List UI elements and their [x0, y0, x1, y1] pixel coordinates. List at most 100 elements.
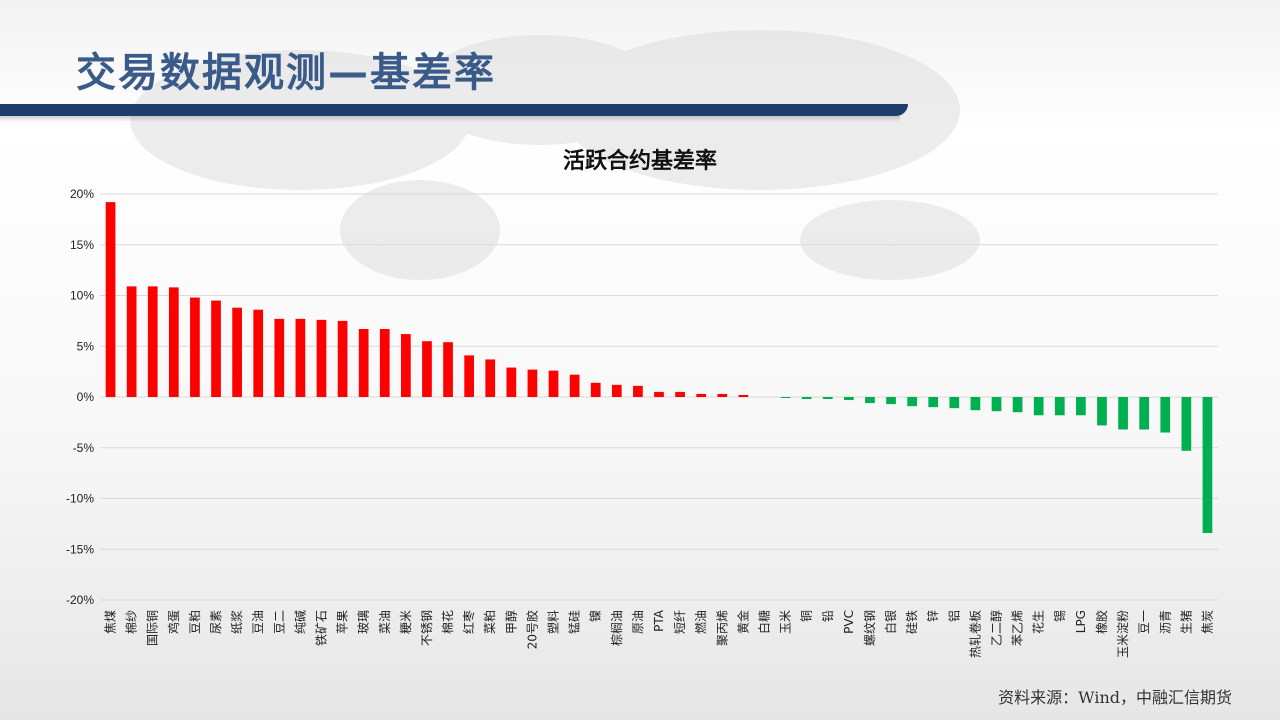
x-category-label: 棉纱 [125, 610, 139, 634]
x-category-label: 锡 [1052, 610, 1067, 622]
bar [190, 297, 200, 397]
x-category-label: 苯乙烯 [1011, 610, 1025, 646]
x-category-label: 聚丙烯 [715, 610, 729, 646]
bar [1012, 397, 1023, 413]
x-category-label: 豆二 [272, 610, 286, 634]
x-category-label: LPG [1074, 610, 1088, 633]
bar [1202, 397, 1213, 534]
bar [232, 307, 242, 397]
x-category-label: 锌 [926, 610, 940, 622]
x-category-label: 铅 [821, 610, 835, 622]
x-category-label: 热轧卷板 [967, 610, 982, 658]
x-category-label: 玻璃 [357, 610, 371, 634]
bar [168, 287, 179, 397]
y-tick-label: -15% [66, 542, 94, 556]
bar [1160, 397, 1171, 433]
x-category-label: 乙二醇 [989, 610, 1004, 646]
x-category-label: 玉米 [779, 610, 793, 634]
title-bar-shadow [0, 116, 900, 122]
x-category-label: 白糖 [756, 610, 771, 634]
x-category-label: 螺纹钢 [863, 610, 877, 646]
bar [780, 397, 791, 399]
x-category-label: 铝 [946, 610, 961, 622]
bar [126, 286, 137, 397]
bar [316, 319, 327, 397]
x-category-label: 镍 [589, 610, 603, 622]
bar [928, 397, 939, 408]
bar [358, 328, 369, 397]
bar [401, 334, 411, 397]
x-category-label: 苹果 [336, 610, 350, 634]
bar [675, 391, 685, 397]
x-category-label: 棉花 [440, 610, 455, 634]
bar [295, 318, 306, 397]
bar [274, 318, 285, 397]
x-category-label: 不锈钢 [420, 610, 434, 646]
bar [801, 397, 812, 400]
y-tick-label: -5% [73, 441, 95, 455]
bar [548, 370, 559, 397]
chart-title: 活跃合约基差率 [563, 148, 717, 174]
source-note: 资料来源：Wind，中融汇信期货 [998, 688, 1232, 707]
bar [379, 328, 390, 397]
bar [633, 385, 643, 397]
bar [422, 341, 432, 397]
x-category-label: 花生 [1031, 610, 1046, 634]
x-category-label: 尿素 [209, 610, 223, 634]
x-category-label: 焦煤 [104, 610, 118, 634]
bar [527, 369, 538, 397]
bar [211, 300, 221, 397]
bar [1054, 397, 1065, 416]
y-tick-label: 10% [70, 289, 94, 303]
world-map-background [130, 30, 980, 280]
x-category-label: 沥青 [1158, 610, 1172, 634]
x-category-label: 硅铁 [905, 610, 919, 634]
x-category-label: 20号胶 [524, 610, 539, 649]
bar [611, 384, 622, 397]
x-category-label: 塑料 [546, 610, 561, 634]
x-category-label: 纸浆 [229, 610, 244, 634]
bar [1076, 397, 1086, 416]
x-category-label: PVC [842, 610, 856, 634]
title-underline-bar [0, 104, 908, 116]
x-category-label: 短纤 [673, 610, 687, 634]
x-category-label: 豆油 [251, 610, 265, 634]
bar [865, 397, 875, 404]
x-category-label: 菜油 [378, 610, 392, 634]
x-category-label: 白银 [883, 610, 898, 634]
y-tick-label: 5% [77, 339, 95, 353]
x-category-label: 燃油 [693, 610, 708, 634]
bar [907, 397, 917, 407]
bar [696, 393, 707, 397]
bar [738, 394, 749, 397]
bar [1033, 397, 1044, 416]
x-category-label: 红枣 [461, 610, 476, 634]
y-tick-label: 15% [70, 238, 94, 252]
x-category-label: 铁矿石 [314, 610, 328, 646]
bar [337, 320, 348, 397]
bar [886, 397, 896, 405]
bar [654, 391, 664, 397]
bar [1097, 397, 1107, 426]
bar [717, 393, 728, 397]
slide-title: 交易数据观测—基差率 [76, 50, 496, 96]
x-category-label: 纯碱 [293, 610, 307, 634]
bar [991, 397, 1002, 412]
bar [105, 202, 116, 397]
x-category-label: 铜 [799, 610, 814, 622]
x-category-label: 黄金 [735, 610, 750, 634]
bar [1118, 397, 1128, 430]
bar [843, 397, 854, 401]
bar [970, 397, 981, 411]
y-tick-label: 0% [77, 390, 95, 404]
x-category-label: 玉米淀粉 [1116, 610, 1130, 658]
y-tick-label: -10% [66, 492, 94, 506]
x-category-label: 国际铜 [145, 610, 160, 646]
x-category-label: 原油 [631, 610, 645, 634]
bar [949, 397, 960, 409]
x-category-label: 粳米 [399, 610, 413, 634]
x-category-label: 菜粕 [482, 610, 497, 634]
bar [822, 397, 833, 400]
x-category-label: 生猪 [1179, 610, 1193, 634]
